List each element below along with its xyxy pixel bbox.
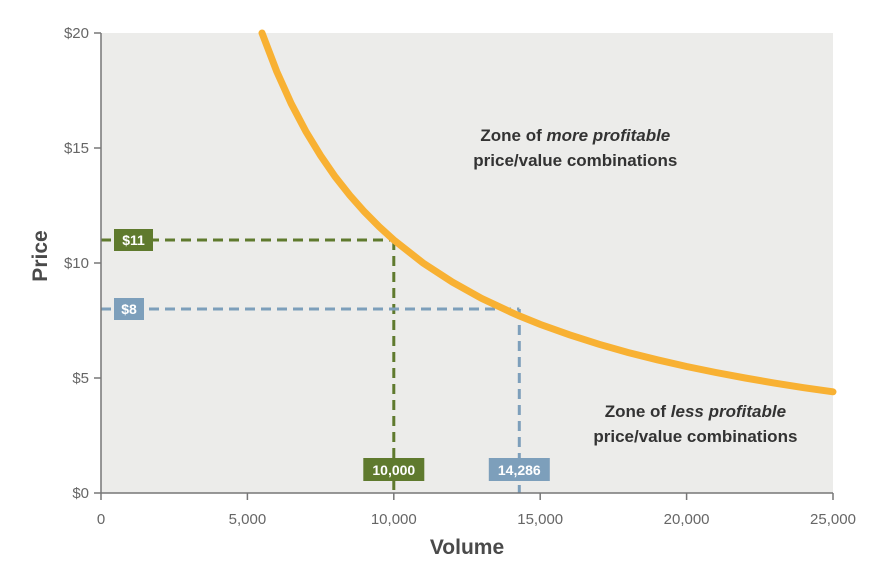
price-marker-label: $11: [122, 232, 145, 248]
x-axis-title: Volume: [430, 536, 504, 559]
x-tick-label: 25,000: [810, 511, 856, 528]
x-tick-label: 15,000: [517, 511, 563, 528]
zone-annotation-text: more profitable: [547, 126, 671, 145]
x-tick-label: 10,000: [371, 511, 417, 528]
price-marker-label: $8: [121, 301, 137, 317]
zone-annotation-text: Zone of: [480, 126, 546, 145]
plot-area: [101, 33, 833, 493]
y-axis-title: Price: [29, 230, 52, 281]
y-tick-label: $5: [72, 370, 89, 387]
x-tick-label: 20,000: [664, 511, 710, 528]
y-tick-label: $0: [72, 485, 89, 502]
volume-marker-label: 10,000: [372, 462, 415, 478]
price-marker-box: [114, 229, 153, 251]
volume-marker-label: 14,286: [498, 462, 541, 478]
y-tick-label: $20: [64, 25, 89, 42]
x-tick-label: 0: [97, 511, 105, 528]
volume-marker-box: [363, 458, 425, 481]
price-volume-curve: [258, 29, 837, 396]
zone-annotation-text: price/value combinations: [473, 151, 677, 170]
volume-marker-box: [488, 458, 550, 481]
zone-annotations: Zone of more profitable price/value combi…: [473, 126, 797, 446]
reference-labels: $11 10,000 $8 14,286: [114, 229, 550, 481]
axes: $0 $5 $10 $15 $20 0 5,000 10,000 15,000 20,000 25,…: [64, 25, 856, 528]
zone-annotation-text: price/value combinations: [593, 427, 797, 446]
price-marker-box: [114, 298, 144, 320]
y-tick-label: $10: [64, 255, 89, 272]
zone-annotation-text: Zone of: [605, 402, 671, 421]
x-tick-label: 5,000: [229, 511, 267, 528]
zone-annotation: Zone of less profitable price/value combi…: [593, 402, 797, 446]
y-tick-label: $15: [64, 140, 89, 157]
zone-annotation: Zone of more profitable price/value combi…: [473, 126, 677, 170]
zone-annotation-text: less profitable: [671, 402, 786, 421]
